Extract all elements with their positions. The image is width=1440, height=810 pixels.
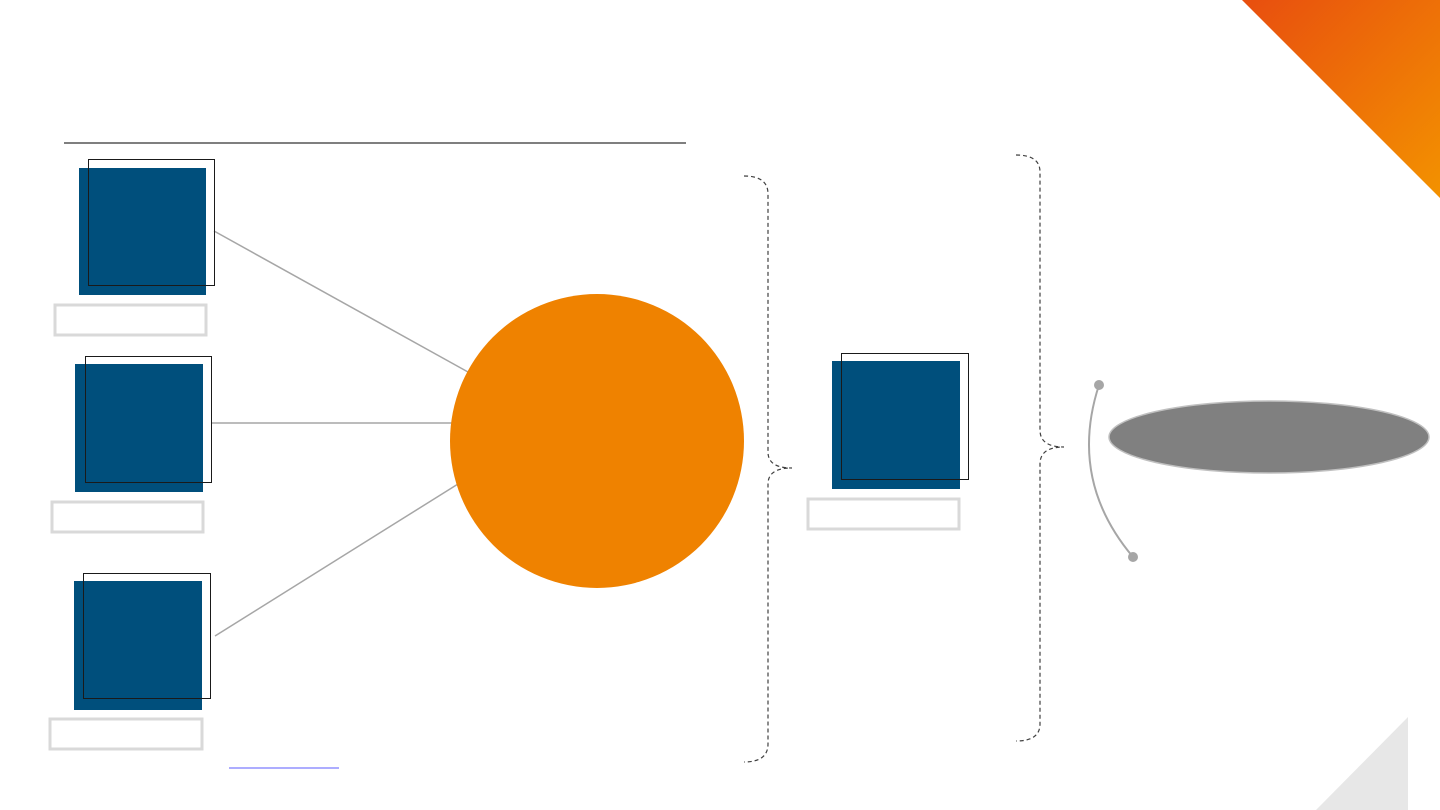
input-node-3: [48, 573, 211, 751]
input-node-3-label-box: [48, 717, 204, 751]
output-node-label-box: [806, 497, 961, 531]
input-node-1-label-box: [53, 303, 208, 337]
result-arc-end-dot: [1128, 552, 1138, 562]
connector-input-3: [214, 483, 459, 637]
result-arc-start-dot: [1094, 380, 1104, 390]
result-arc: [1088, 384, 1134, 558]
footer-link[interactable]: [229, 750, 339, 768]
hub-node: [450, 294, 744, 588]
input-node-2: [50, 356, 212, 534]
input-node-2-label-box: [50, 500, 205, 534]
bottom-right-corner-accent: [1316, 717, 1408, 810]
brace-left: [743, 175, 793, 763]
result-node: [1108, 400, 1430, 474]
top-right-corner-accent: [1242, 0, 1440, 198]
output-node: [806, 353, 969, 531]
slide-title: [64, 100, 684, 136]
brace-right: [1015, 154, 1065, 742]
connector-input-1: [213, 230, 469, 373]
input-node-1: [53, 159, 215, 337]
